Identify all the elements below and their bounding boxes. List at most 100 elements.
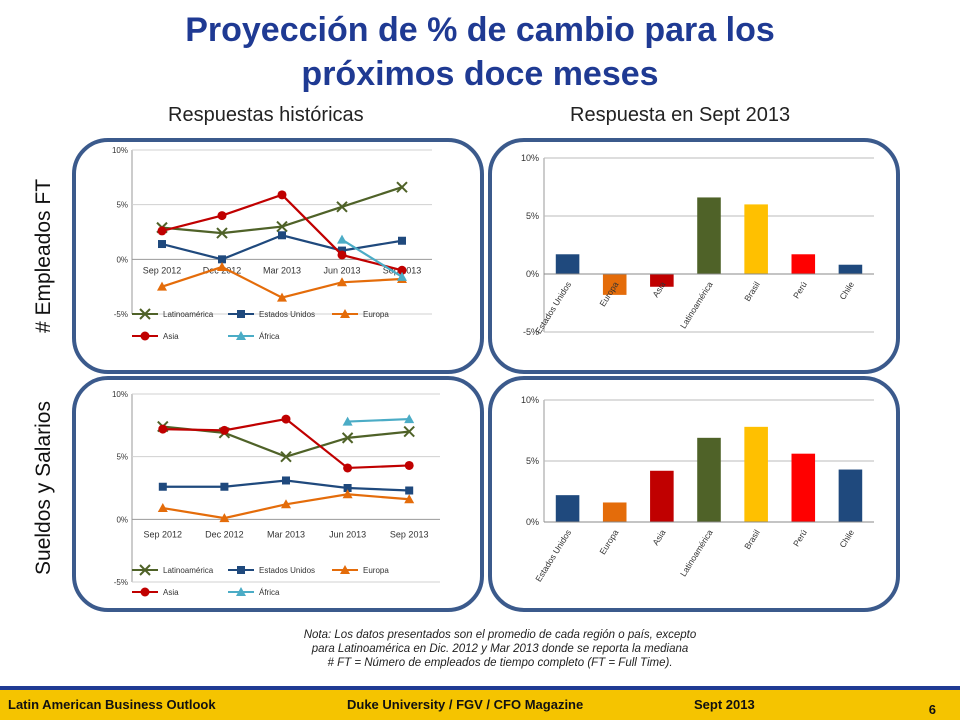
panel-salaries-sept: 0% 5% 10% Estados Unidos Europa Asia Latinoamé…	[488, 376, 900, 612]
chart-salaries-sept: 0% 5% 10% Estados Unidos Europa Asia Latinoamé…	[521, 395, 874, 584]
legend-label: Estados Unidos	[259, 310, 315, 319]
chart-salaries-history: -5% 0% 5% 10% Sep 2012 Dec 2012 Mar 2013 Jun 20…	[112, 390, 440, 597]
data-point	[404, 414, 415, 424]
data-point-stroke-b	[396, 181, 408, 193]
data-point-stroke-b	[276, 220, 288, 233]
page-title: Proyección de % de cambio para los próxi…	[0, 8, 960, 96]
data-point	[403, 425, 415, 438]
x-tick-label: Brasil	[742, 280, 762, 303]
data-point	[405, 486, 414, 495]
legend-marker	[236, 587, 246, 596]
data-point	[277, 292, 287, 302]
x-tick-label: Europa	[597, 528, 620, 557]
legend-marker	[340, 309, 350, 318]
data-point	[398, 236, 406, 245]
bar	[602, 502, 627, 522]
x-tick-label: Sep 2012	[143, 265, 182, 275]
legend-marker	[237, 566, 245, 574]
y-tick-label: 0%	[116, 255, 128, 264]
data-point	[404, 494, 415, 504]
data-point	[404, 460, 414, 470]
bar	[838, 469, 863, 522]
y-tick-label: 5%	[526, 211, 539, 221]
bar	[555, 254, 580, 274]
row-label-employees: # Empleados FT	[32, 178, 55, 334]
series-line	[347, 417, 410, 423]
legend-marker-stroke-b	[139, 308, 151, 320]
data-point	[342, 416, 353, 426]
data-point	[216, 227, 228, 239]
bar	[697, 437, 721, 522]
data-point	[343, 463, 353, 473]
legend-marker	[140, 331, 150, 341]
x-tick-label: Perú	[791, 528, 809, 549]
page-number: 6	[928, 702, 936, 717]
legend-marker	[340, 565, 350, 574]
x-tick-label: Sep 2012	[144, 529, 183, 539]
y-tick-label: -5%	[114, 310, 128, 319]
data-point	[219, 425, 229, 435]
x-tick-label: Dec 2012	[205, 529, 244, 539]
bar	[791, 453, 816, 522]
bar	[650, 274, 674, 287]
x-tick-label: Mar 2013	[267, 529, 305, 539]
legend-marker-stroke-b	[139, 564, 151, 576]
x-tick-label: Jun 2013	[329, 529, 366, 539]
data-point	[217, 211, 227, 221]
data-point-stroke-b	[341, 432, 354, 444]
title-line-1: Proyección de % de cambio para los	[185, 11, 775, 49]
data-point	[281, 499, 291, 509]
legend-label: Estados Unidos	[259, 566, 315, 575]
footer-divider	[0, 686, 960, 690]
data-point	[157, 226, 167, 236]
bar	[555, 495, 580, 522]
data-point	[220, 482, 229, 491]
y-tick-label: 5%	[116, 453, 128, 462]
y-tick-label: 0%	[526, 269, 539, 279]
x-tick-label: Latinoamérica	[678, 280, 715, 331]
y-tick-label: 0%	[526, 517, 539, 527]
data-point	[396, 181, 408, 193]
data-point	[282, 476, 290, 485]
data-point	[158, 240, 166, 249]
note-line-1: Nota: Los datos presentados son el prome…	[303, 629, 697, 641]
series-line	[341, 238, 403, 278]
bar	[697, 197, 721, 274]
data-point	[217, 261, 227, 271]
subtitle-left: Respuestas históricas	[168, 104, 364, 126]
panel-salaries-history: -5% 0% 5% 10% Sep 2012 Dec 2012 Mar 2013 Jun 20…	[72, 376, 484, 612]
data-point	[337, 277, 347, 287]
title-line-2: próximos doce meses	[301, 55, 659, 93]
data-point-stroke-b	[403, 425, 415, 438]
data-point	[157, 281, 167, 291]
note-line-3: # FT = Número de empleados de tiempo com…	[327, 657, 673, 669]
legend-label: África	[259, 332, 280, 341]
bar	[650, 470, 674, 522]
legend-marker	[139, 308, 151, 320]
legend-marker	[140, 587, 150, 597]
y-tick-label: 10%	[521, 395, 539, 405]
y-tick-label: 10%	[112, 146, 128, 155]
y-tick-label: 10%	[112, 390, 128, 399]
legend-marker	[236, 331, 246, 340]
footer-mid: Duke University / FGV / CFO Magazine	[347, 697, 584, 712]
data-point	[219, 513, 230, 523]
series-line	[162, 425, 410, 458]
data-point	[342, 489, 353, 499]
x-tick-label: Estados Unidos	[533, 280, 573, 336]
y-tick-label: 10%	[521, 153, 539, 163]
data-point	[157, 503, 168, 513]
data-point	[397, 265, 407, 275]
y-tick-label: -5%	[523, 327, 539, 337]
data-point	[343, 484, 352, 492]
x-tick-label: Sep 2013	[390, 529, 429, 539]
data-point	[336, 201, 348, 213]
data-point	[276, 220, 288, 233]
x-tick-label: Chile	[837, 280, 856, 302]
x-tick-label: Mar 2013	[263, 265, 301, 275]
data-point	[158, 482, 167, 491]
bar	[744, 204, 768, 274]
bar	[602, 274, 627, 295]
bar	[838, 264, 863, 274]
footnote: Nota: Los datos presentados son el prome…	[230, 628, 770, 670]
